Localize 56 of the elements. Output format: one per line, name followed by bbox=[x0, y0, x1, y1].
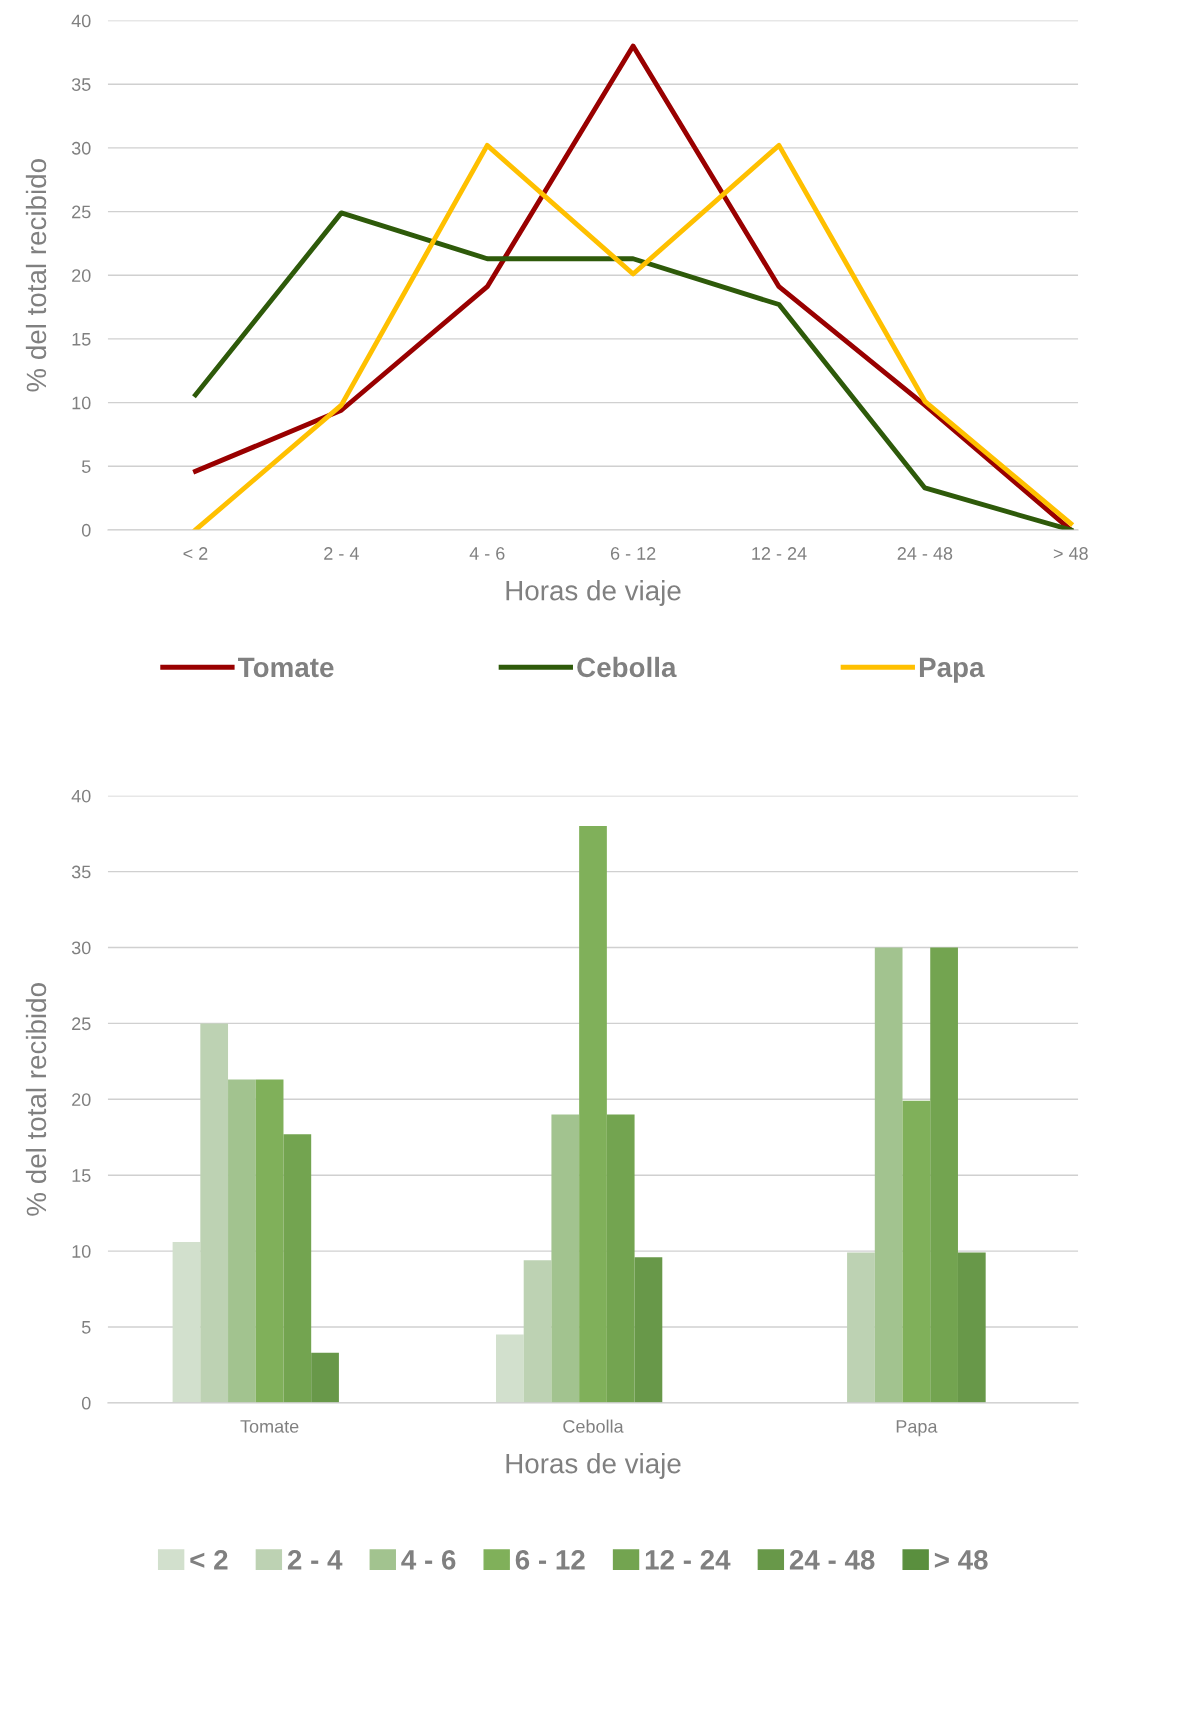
y-axis-title: % del total recibido bbox=[25, 159, 47, 392]
bar bbox=[847, 1252, 875, 1403]
x-tick-label: 6 - 12 bbox=[610, 547, 656, 560]
y-tick-label: 20 bbox=[72, 269, 91, 282]
line-series bbox=[193, 210, 1074, 530]
y-tick-label: 5 bbox=[81, 1321, 91, 1334]
bar bbox=[902, 1100, 931, 1403]
y-tick-label: 15 bbox=[72, 333, 91, 346]
bar bbox=[200, 1023, 229, 1403]
y-tick-label: 10 bbox=[72, 396, 91, 410]
y-tick-label: 15 bbox=[72, 1169, 91, 1182]
x-tick-label: Cebolla bbox=[563, 1419, 624, 1433]
x-tick-label: Papa bbox=[896, 1420, 938, 1437]
bar bbox=[495, 1334, 524, 1403]
bar bbox=[579, 826, 607, 1403]
legend-label: Cebolla bbox=[577, 656, 677, 678]
y-tick-label: 20 bbox=[72, 1093, 91, 1107]
x-tick-label: 12 - 24 bbox=[752, 547, 807, 560]
line-series bbox=[193, 43, 1074, 530]
legend-label: 6 - 12 bbox=[515, 1550, 585, 1570]
y-tick-label: 35 bbox=[71, 865, 91, 879]
y-tick-label: 25 bbox=[72, 1017, 91, 1031]
x-axis-title: Horas de viaje bbox=[506, 1453, 681, 1479]
legend-label: 24 - 48 bbox=[789, 1550, 875, 1570]
legend-label: > 48 bbox=[934, 1550, 988, 1570]
legend-label: Papa bbox=[919, 657, 985, 683]
x-tick-label: > 48 bbox=[1053, 547, 1088, 560]
y-tick-label: 35 bbox=[71, 78, 91, 91]
y-tick-label: 40 bbox=[71, 789, 91, 803]
x-tick-label: 2 - 4 bbox=[324, 547, 359, 560]
x-tick-label: 24 - 48 bbox=[897, 547, 953, 560]
legend-label: 4 - 6 bbox=[401, 1550, 456, 1570]
y-tick-label: 0 bbox=[81, 1396, 91, 1410]
legend-label: Tomate bbox=[238, 657, 334, 678]
y-tick-label: 10 bbox=[72, 1245, 91, 1258]
y-tick-label: 30 bbox=[71, 141, 91, 155]
legend-label: < 2 bbox=[190, 1550, 228, 1570]
y-tick-label: 5 bbox=[81, 460, 91, 473]
bar bbox=[551, 1114, 580, 1403]
y-tick-label: 30 bbox=[71, 941, 91, 955]
x-tick-label: Tomate bbox=[240, 1420, 299, 1433]
x-tick-label: < 2 bbox=[183, 547, 208, 560]
y-tick-label: 25 bbox=[72, 205, 91, 219]
y-tick-label: 40 bbox=[71, 14, 91, 28]
line-series bbox=[193, 142, 1074, 530]
bar bbox=[874, 947, 903, 1403]
bar bbox=[172, 1241, 201, 1403]
legend-label: 2 - 4 bbox=[287, 1550, 343, 1570]
y-axis-title: % del total recibido bbox=[25, 983, 47, 1216]
x-axis-title: Horas de viaje bbox=[506, 580, 681, 606]
bar bbox=[228, 1079, 256, 1403]
x-tick-label: 4 - 6 bbox=[469, 547, 505, 560]
bar bbox=[255, 1079, 284, 1403]
y-tick-label: 0 bbox=[81, 523, 91, 537]
legend-label: 12 - 24 bbox=[645, 1550, 731, 1570]
bar bbox=[523, 1260, 552, 1403]
